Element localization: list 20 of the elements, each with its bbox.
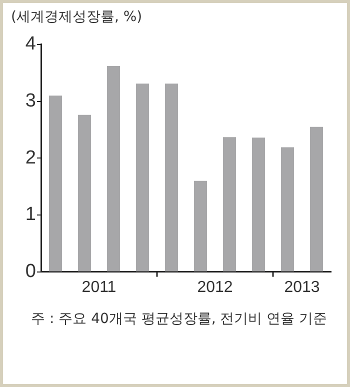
y-tick-label: 2: [25, 147, 36, 168]
y-axis-title: (세계경제성장률, %): [11, 8, 142, 26]
x-tick-label: 2011: [82, 278, 116, 296]
bar: [48, 96, 62, 272]
text: 주 : 주요 40개국 평균성장률, 전기비 연율 기준: [31, 310, 328, 329]
x-tick-label: 2013: [284, 278, 320, 296]
bar: [194, 180, 208, 272]
bar: [78, 114, 92, 272]
bar: [252, 138, 266, 272]
bar: [280, 147, 294, 272]
y-tick-label: 3: [25, 90, 36, 112]
bar: [164, 84, 178, 272]
y-tick-label: 1: [25, 204, 36, 226]
y-tick-label: 0: [25, 261, 36, 282]
x-tick-label: 2012: [197, 278, 233, 296]
bar: [222, 137, 236, 272]
y-tick-label: 4: [25, 34, 36, 55]
bar: [106, 66, 120, 272]
bar: [310, 126, 324, 272]
bar: [136, 84, 150, 272]
